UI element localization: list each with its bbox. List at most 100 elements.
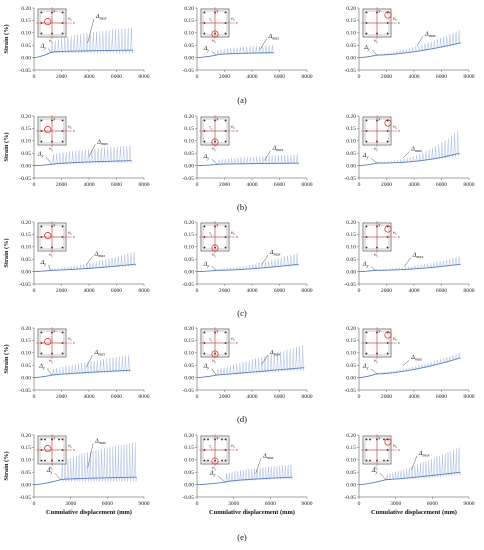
x-tick-label: 6000 <box>111 182 122 188</box>
rebar-dot <box>386 140 389 143</box>
inset-x-label: x <box>398 129 400 133</box>
inset-hx-label: Hx <box>68 231 72 236</box>
delta-max-label: Δmax <box>424 30 436 38</box>
inset-x-label: x <box>236 235 238 239</box>
y-tick-label: 0.05 <box>21 257 31 263</box>
x-tick-label: 0 <box>196 182 199 188</box>
strain-envelope <box>196 367 305 379</box>
x-tick-label: 9000 <box>138 501 149 507</box>
inset-hx-label-sub: x <box>70 233 72 236</box>
x-tick-label: 0 <box>33 74 36 80</box>
x-tick-label: 2000 <box>219 74 230 80</box>
rebar-dot <box>224 32 227 35</box>
inset-hy-label-sub: y <box>376 468 378 471</box>
strain-envelope <box>358 152 460 167</box>
delta-y-leader <box>370 368 378 375</box>
rebar-dot <box>44 438 46 441</box>
inset-x-label: x <box>236 129 238 133</box>
strain-envelope <box>196 263 299 273</box>
y-tick-label: 0.20 <box>21 114 31 120</box>
inset-hx-label-sub: x <box>395 127 397 130</box>
y-tick-label: -0.05 <box>19 282 31 288</box>
gauge-marker <box>44 18 52 26</box>
rebar-dot <box>207 459 209 462</box>
panel-d-3: -0.05 0.00 0.05 0.10 0.15 0.20 0 2000 4000 6000 80… <box>344 326 474 400</box>
gauge-marker <box>211 138 219 146</box>
delta-y-label: Δy <box>362 363 369 371</box>
x-tick-label: 6000 <box>436 74 447 80</box>
rebar-dot <box>203 11 206 14</box>
x-tick-label: 0 <box>196 288 199 294</box>
inset-hx-label: Hx <box>68 444 72 449</box>
delta-y-subscript: y <box>42 365 45 370</box>
delta-max-subscript: max <box>98 253 105 258</box>
y-tick-label: 0.10 <box>184 245 194 251</box>
y-tick-label: 0.05 <box>184 363 194 369</box>
delta-max-leader <box>260 38 267 50</box>
delta-y-leader <box>48 48 51 53</box>
panel-b-2: -0.05 0.00 0.05 0.10 0.15 0.20 0 2000 4000 6000 80… <box>182 114 312 188</box>
x-tick-label: 8000 <box>138 74 149 80</box>
y-tick-label: 0.10 <box>346 458 356 464</box>
rebar-dot <box>203 32 206 35</box>
strain-envelope <box>33 49 134 59</box>
delta-y-label: Δy <box>40 43 47 51</box>
y-tick-label: 0.15 <box>346 232 356 238</box>
row-label: (d) <box>237 414 247 424</box>
delta-y-label: Δy <box>362 152 369 160</box>
y-tick-label: 0.00 <box>21 269 31 275</box>
delta-y-subscript: y <box>206 263 209 268</box>
delta-y-subscript: y <box>206 365 209 370</box>
inset-y-label: y <box>217 329 219 333</box>
rebar-dot <box>203 459 206 462</box>
delta-max-subscript: max <box>274 352 281 357</box>
y-tick-label: 0.15 <box>184 126 194 132</box>
delta-max-subscript: max <box>272 35 279 40</box>
rebar-dot <box>224 331 227 334</box>
gauge-marker <box>384 119 392 127</box>
strain-envelope <box>33 160 132 167</box>
inset-x-label: x <box>398 341 400 345</box>
delta-max-subscript: max <box>101 141 108 146</box>
y-tick-label: 0.00 <box>346 482 356 488</box>
y-axis-title: Strain (%) <box>3 24 10 53</box>
y-tick-label: 0.10 <box>21 245 31 251</box>
y-tick-label: 0.00 <box>21 375 31 381</box>
y-tick-label: 0.15 <box>21 338 31 344</box>
inset-t-label-sub: y <box>211 340 213 343</box>
y-tick-label: 0.00 <box>184 55 194 61</box>
rebar-dot <box>383 438 385 441</box>
inset-y-label: y <box>379 223 381 227</box>
x-tick-label: 8000 <box>301 182 312 188</box>
delta-max-subscript: max <box>429 33 436 38</box>
inset-hx-label-sub: x <box>233 19 235 22</box>
rebar-dot <box>40 225 43 228</box>
inset-y-label: y <box>217 117 219 121</box>
inset-hy-label: Hy <box>374 359 378 364</box>
inset-y-label: y <box>379 436 381 440</box>
inset-x-label: x <box>73 341 75 345</box>
y-tick-label: 0.15 <box>21 18 31 24</box>
delta-max-label: Δmax <box>96 138 108 146</box>
y-tick-label: 0.00 <box>21 163 31 169</box>
strain-envelope <box>358 357 461 379</box>
inset-hy-label-sub: y <box>376 361 378 364</box>
inset-y-label: y <box>217 9 219 13</box>
inset-x-label: x <box>398 448 400 452</box>
x-tick-label: 8000 <box>301 74 312 80</box>
panel-a-1: -0.05 0.00 0.05 0.10 0.15 0.20 0 2000 4000 6000 80… <box>3 6 150 80</box>
x-tick-label: 0 <box>33 394 36 400</box>
inset-t-label: Ty <box>209 232 213 237</box>
inset-y-label: y <box>379 117 381 121</box>
x-tick-label: 2000 <box>381 288 392 294</box>
inset-hy-label: Hy <box>49 147 53 152</box>
delta-max-leader <box>404 257 411 267</box>
inset-hx-label: Hx <box>68 125 72 130</box>
delta-y-label: Δy <box>363 44 370 52</box>
inset-hx-label: Hx <box>393 444 397 449</box>
y-tick-label: 0.15 <box>346 18 356 24</box>
x-tick-label: 8000 <box>301 288 312 294</box>
inset-t-label: Ty <box>209 445 213 450</box>
